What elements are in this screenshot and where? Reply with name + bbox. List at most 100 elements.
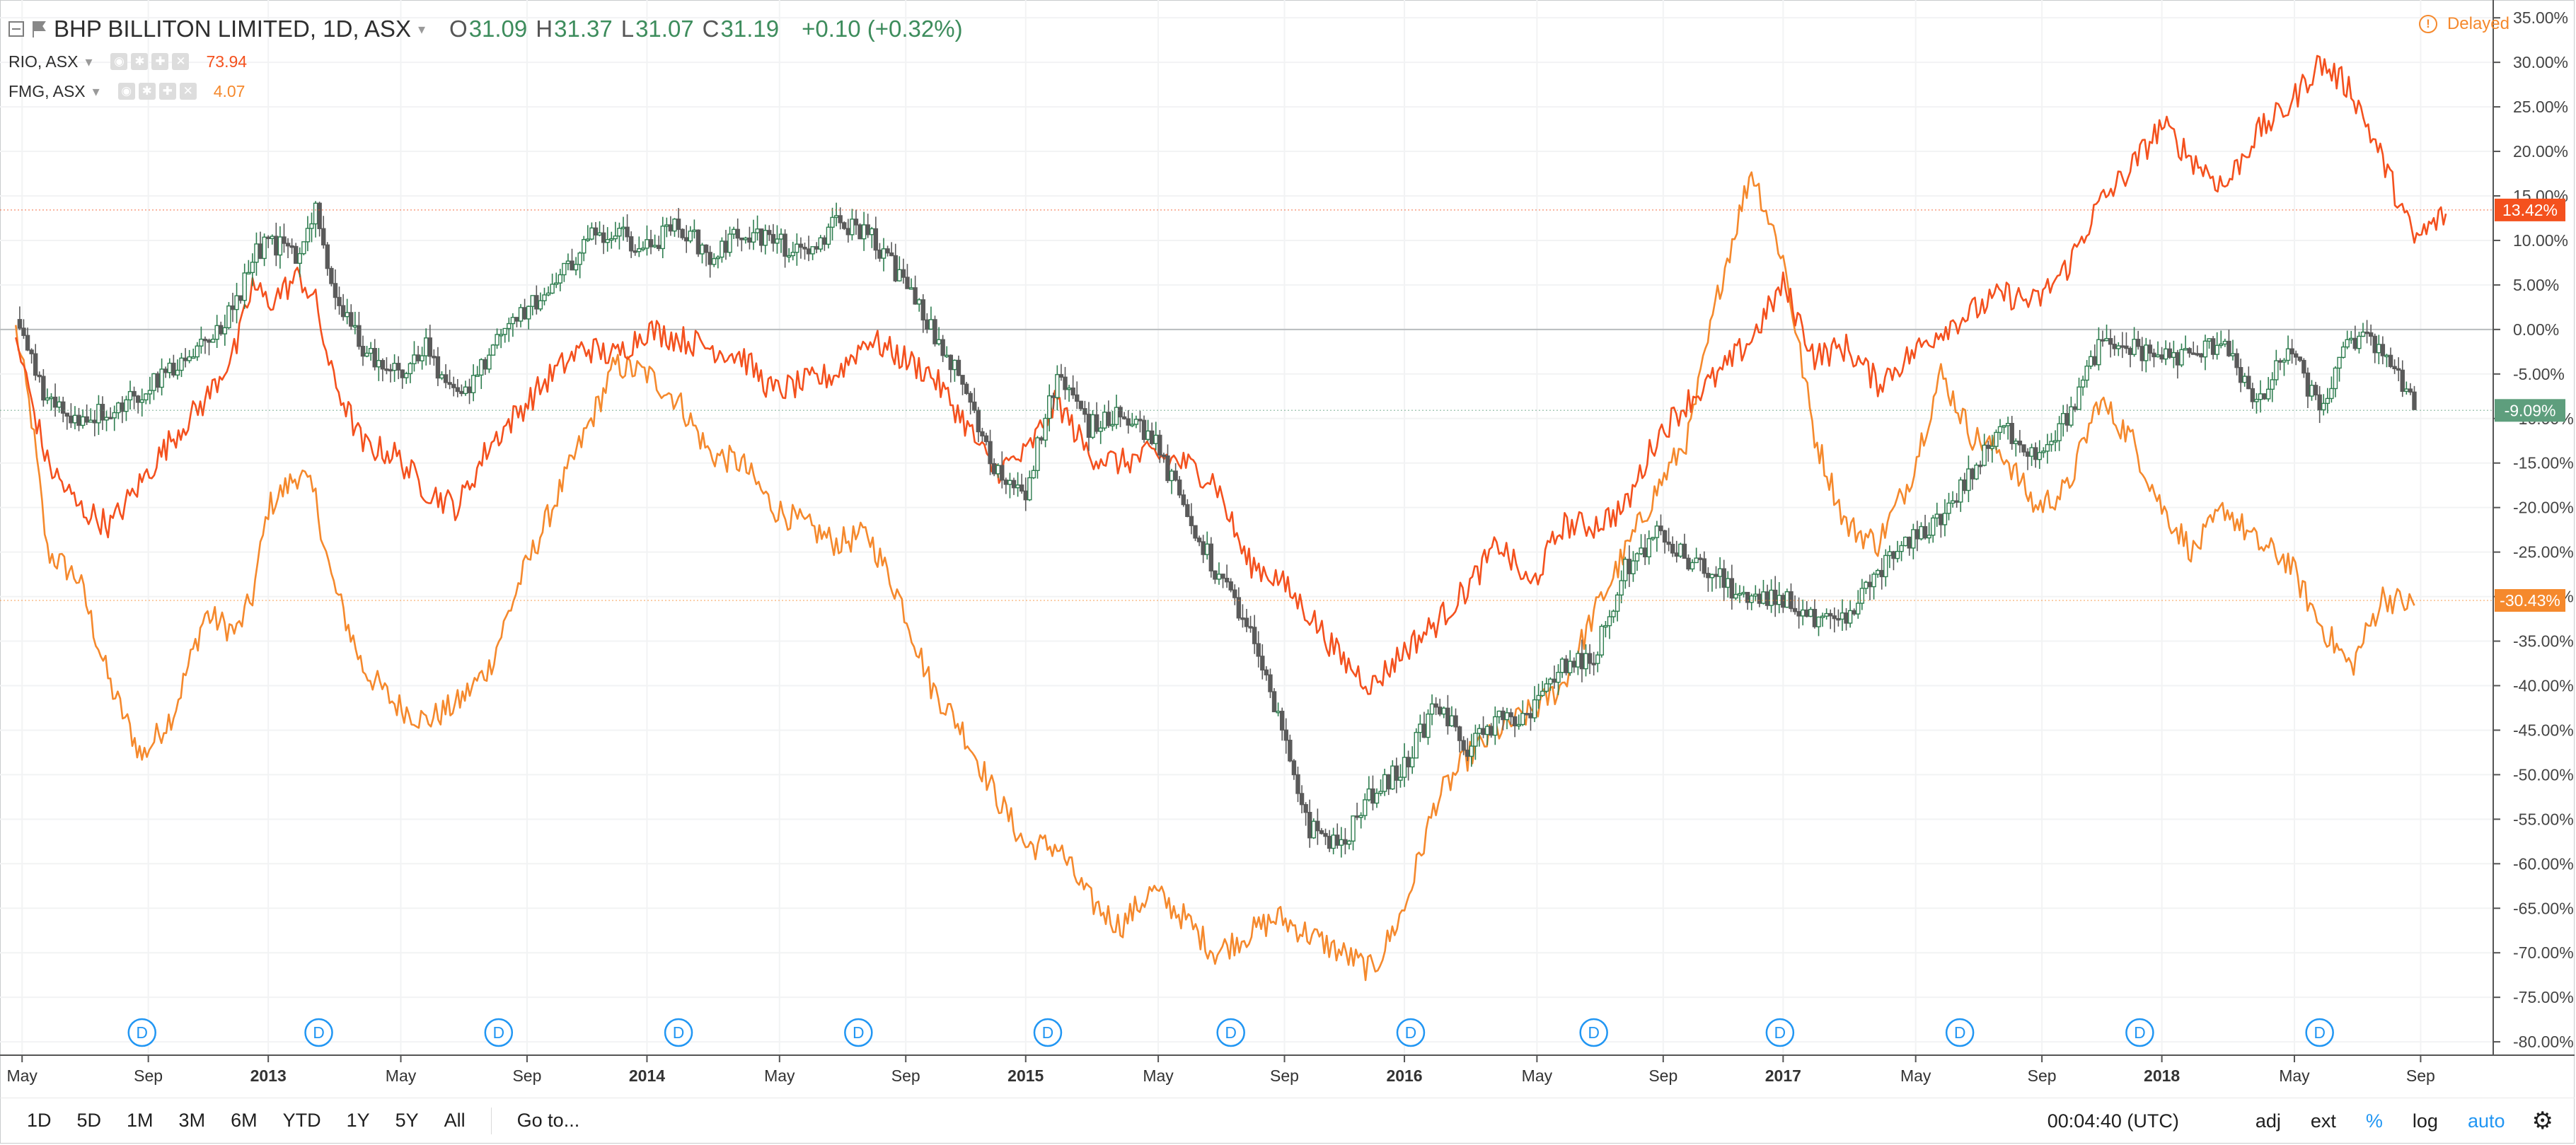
candle-body <box>270 236 275 239</box>
candle-body <box>2124 345 2129 349</box>
candle-body <box>1591 663 1596 666</box>
candle-body <box>2202 340 2208 358</box>
candle-body <box>1276 711 1281 714</box>
dividend-marker[interactable] <box>127 1018 156 1047</box>
compare-symbol[interactable]: RIO, ASX <box>8 52 79 71</box>
candle-body <box>80 416 86 426</box>
flag-icon[interactable] <box>31 20 47 38</box>
candle-body <box>964 383 969 395</box>
chevron-down-icon[interactable]: ▾ <box>417 21 426 37</box>
dividend-marker[interactable] <box>2305 1018 2334 1047</box>
timeframe-6m[interactable]: 6M <box>231 1110 258 1131</box>
settings-icon[interactable]: ✱ <box>131 53 149 70</box>
compare-row-rio[interactable]: RIO, ASX ▾ ◉ ✱ ✚ ✕ 73.94 <box>8 47 963 76</box>
compare-value: 4.07 <box>213 81 246 100</box>
candle-body <box>1469 745 1474 757</box>
dividend-marker[interactable] <box>1033 1018 1063 1047</box>
more-icon[interactable]: ✚ <box>158 83 176 100</box>
candle-body <box>230 305 236 310</box>
candle-body <box>968 393 973 403</box>
candle-body <box>2345 339 2350 348</box>
more-icon[interactable]: ✚ <box>151 53 169 70</box>
candle-body <box>1781 595 1786 608</box>
timeframe-ytd[interactable]: YTD <box>282 1110 321 1131</box>
candle-body <box>329 267 334 284</box>
candle-body <box>127 390 133 401</box>
candle-body <box>1102 412 1107 429</box>
timeframe-5d[interactable]: 5D <box>76 1110 102 1131</box>
adj-toggle[interactable]: adj <box>2255 1110 2281 1132</box>
compare-symbol[interactable]: FMG, ASX <box>8 81 86 100</box>
close-icon[interactable]: ✕ <box>179 83 197 100</box>
dividend-marker[interactable] <box>1396 1018 1426 1047</box>
dividend-marker-label: D <box>1588 1023 1600 1042</box>
dividend-marker[interactable] <box>304 1018 333 1047</box>
candle-body <box>1473 733 1478 747</box>
candle-body <box>2309 385 2314 397</box>
candle-body <box>1528 713 1533 719</box>
candle-body <box>2017 441 2023 446</box>
candle-body <box>1051 395 1056 398</box>
dividend-marker[interactable] <box>1579 1018 1608 1047</box>
timeframe-5y[interactable]: 5Y <box>395 1110 419 1131</box>
dividend-marker-label: D <box>673 1023 685 1042</box>
candle-body <box>2005 422 2011 426</box>
gear-icon[interactable]: ⚙ <box>2531 1108 2553 1134</box>
timeframe-1m[interactable]: 1M <box>127 1110 154 1131</box>
auto-scale-toggle[interactable]: auto <box>2467 1110 2505 1132</box>
percent-scale-toggle[interactable]: % <box>2365 1110 2383 1132</box>
candle-body <box>1027 477 1032 501</box>
timeframe-3m[interactable]: 3M <box>178 1110 206 1131</box>
delayed-indicator[interactable]: ! Delayed <box>2418 14 2509 34</box>
clock-display[interactable]: 00:04:40 (UTC) <box>2047 1110 2179 1132</box>
candle-body <box>1252 627 1257 644</box>
goto-button[interactable]: Go to... <box>516 1110 580 1131</box>
chevron-down-icon[interactable]: ▾ <box>85 54 93 70</box>
eye-icon[interactable]: ◉ <box>110 53 128 70</box>
candle-body <box>1946 502 1951 514</box>
candle-body <box>510 317 516 325</box>
settings-icon[interactable]: ✱ <box>138 83 156 100</box>
candle-body <box>1524 713 1530 716</box>
dividend-marker[interactable] <box>844 1018 873 1047</box>
collapse-legend-icon[interactable] <box>8 21 24 37</box>
candle-body <box>1540 690 1545 697</box>
candle-body <box>463 386 468 395</box>
dividend-marker-label: D <box>1774 1023 1786 1042</box>
main-symbol[interactable]: BHP BILLITON LIMITED, 1D, ASX <box>54 16 411 42</box>
x-tick-label: May <box>6 1066 37 1085</box>
dividend-marker[interactable] <box>484 1018 514 1047</box>
close-icon[interactable]: ✕ <box>172 53 190 70</box>
candle-body <box>818 237 823 250</box>
series-layer <box>15 54 2447 982</box>
price-chart[interactable]: 35.00%30.00%25.00%20.00%15.00%10.00%5.00… <box>0 0 2576 1098</box>
eye-icon[interactable]: ◉ <box>117 83 135 100</box>
dividend-marker[interactable] <box>1216 1018 1245 1047</box>
timeframe-all[interactable]: All <box>444 1110 466 1131</box>
candle-body <box>1414 731 1419 759</box>
open-value: 31.09 <box>468 16 528 42</box>
compare-row-fmg[interactable]: FMG, ASX ▾ ◉ ✱ ✚ ✕ 4.07 <box>8 76 963 106</box>
log-scale-toggle[interactable]: log <box>2412 1110 2438 1132</box>
candle-body <box>1189 516 1194 526</box>
candle-body <box>1208 543 1214 572</box>
chevron-down-icon[interactable]: ▾ <box>92 83 100 100</box>
candle-body <box>2199 353 2204 358</box>
timeframe-1d[interactable]: 1D <box>27 1110 52 1131</box>
dividend-marker[interactable] <box>1765 1018 1795 1047</box>
candle-body <box>372 348 377 368</box>
main-symbol-row[interactable]: BHP BILLITON LIMITED, 1D, ASX ▾ O 31.09 H… <box>8 11 963 47</box>
candle-body <box>688 231 693 242</box>
candle-body <box>2152 352 2156 358</box>
candle-body <box>857 224 862 240</box>
candle-body <box>865 224 870 236</box>
timeframe-1y[interactable]: 1Y <box>346 1110 370 1131</box>
last-value-text: 13.42% <box>2502 201 2558 219</box>
candle-body <box>763 230 768 246</box>
ext-toggle[interactable]: ext <box>2310 1110 2336 1132</box>
candle-body <box>1536 694 1541 701</box>
dividend-marker[interactable] <box>2125 1018 2154 1047</box>
dividend-marker[interactable] <box>664 1018 693 1047</box>
dividend-marker[interactable] <box>1945 1018 1975 1047</box>
